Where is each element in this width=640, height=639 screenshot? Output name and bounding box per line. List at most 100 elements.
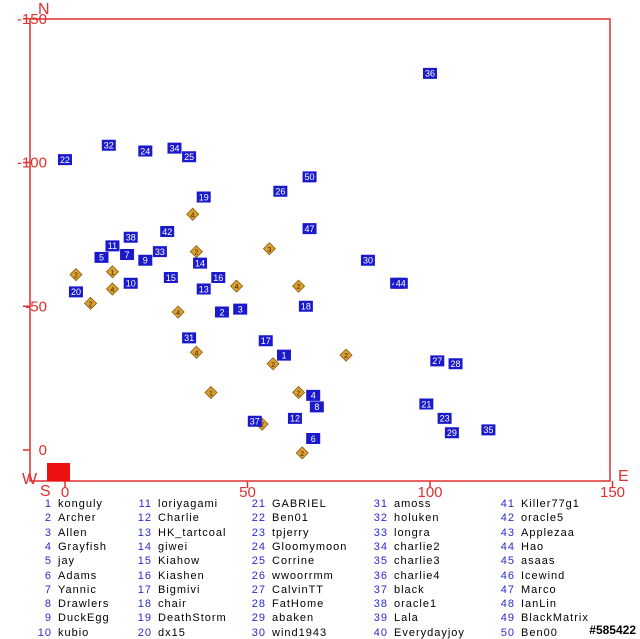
player-marker-label: 27 (432, 356, 442, 366)
legend-name: Killer77g1 (521, 498, 580, 510)
player-marker[interactable]: 47 (302, 223, 317, 235)
player-marker-label: 15 (166, 273, 176, 283)
player-marker-label: 44 (396, 279, 406, 289)
legend-item: 1 konguly (34, 498, 103, 510)
player-marker-label: 4 (311, 391, 316, 401)
player-marker[interactable]: 12 (287, 412, 302, 424)
player-marker[interactable]: 36 (423, 67, 437, 79)
player-marker[interactable]: 7 (120, 249, 135, 260)
player-marker[interactable]: 8 (309, 401, 324, 413)
diamond-marker-label: 4 (176, 310, 180, 317)
player-marker-label: 9 (143, 256, 148, 266)
player-marker[interactable]: 42 (160, 226, 175, 237)
legend-number: 27 (251, 583, 266, 596)
legend-name: asaas (521, 555, 556, 568)
player-marker[interactable]: 25 (182, 151, 197, 163)
y-tick-label: 0 (39, 442, 47, 459)
player-marker-label: 1 (281, 350, 286, 360)
player-marker[interactable]: 16 (211, 272, 226, 283)
player-marker[interactable]: 20 (68, 286, 83, 298)
player-marker[interactable]: 5 (94, 251, 109, 263)
diamond-marker: 4 (189, 345, 203, 359)
legend-item: 23 tpjerry (248, 527, 310, 539)
player-marker[interactable]: 35 (481, 424, 496, 436)
legend-number: 43 (500, 526, 515, 539)
player-marker-label: 19 (199, 192, 209, 202)
player-marker[interactable]: 22 (58, 154, 72, 166)
legend-number: 37 (373, 583, 388, 596)
legend-item: 31 amoss (370, 498, 431, 510)
diamond-marker: 3 (262, 242, 276, 256)
legend-name: Icewind (521, 569, 566, 582)
legend-number: 32 (373, 512, 388, 525)
legend-item: 32 holuken (370, 512, 440, 524)
legend-item: 12 Charlie (134, 512, 200, 524)
player-marker[interactable]: 14 (193, 257, 208, 269)
legend-name: CalvinTT (272, 583, 325, 596)
player-marker[interactable]: 27 (430, 355, 445, 367)
legend-item: 7 Yannic (34, 584, 97, 596)
legend-name: FatHome (272, 598, 325, 611)
player-marker[interactable]: 33 (152, 246, 167, 258)
player-marker[interactable]: 1 (277, 349, 291, 361)
legend-number: 29 (251, 612, 266, 625)
legend-name: abaken (272, 612, 315, 625)
legend-name: giwei (158, 540, 189, 553)
player-marker[interactable]: 18 (298, 300, 313, 312)
player-marker[interactable]: 11 (105, 240, 120, 252)
player-marker[interactable]: 50 (302, 171, 317, 183)
diamond-marker: 2 (266, 357, 280, 371)
legend-number: 6 (44, 569, 52, 582)
player-marker[interactable]: 2 (214, 306, 229, 318)
legend-item: 48 IanLin (497, 598, 557, 610)
y-tick-label: -100 (17, 155, 47, 172)
diamond-marker-label: 2 (297, 391, 301, 398)
player-marker[interactable]: 28 (448, 358, 463, 370)
player-marker[interactable]: 6 (306, 433, 321, 444)
legend-item: 6 Adams (34, 570, 97, 582)
legend-name: wind1943 (272, 626, 328, 639)
legend-number: 47 (500, 583, 515, 596)
legend-name: Ben00 (521, 626, 558, 639)
player-marker[interactable]: 3 (233, 303, 248, 315)
player-marker[interactable]: 38 (123, 231, 138, 243)
legend-item: 46 Icewind (497, 570, 565, 582)
player-marker[interactable]: 29 (444, 427, 459, 439)
player-marker-label: 12 (290, 414, 300, 424)
legend-name: Everydayjoy (394, 626, 465, 639)
legend-name: Drawlers (58, 598, 110, 611)
player-marker[interactable]: 31 (182, 332, 197, 344)
player-marker[interactable]: 15 (163, 272, 178, 283)
player-marker[interactable]: 9 (138, 254, 153, 266)
legend-item: 38 oracle1 (370, 598, 437, 610)
legend-number: 1 (44, 498, 52, 510)
diamond-marker: 2 (189, 245, 203, 259)
player-marker-label: 35 (483, 425, 493, 435)
player-marker[interactable]: 32 (101, 139, 116, 151)
player-marker[interactable]: 21 (419, 398, 434, 410)
legend-number: 2 (44, 512, 52, 525)
legend-name: DeathStorm (158, 612, 227, 625)
player-marker[interactable]: 19 (196, 191, 211, 203)
legend-item: 37 black (370, 584, 425, 596)
player-marker[interactable]: 17 (258, 335, 273, 347)
player-marker[interactable]: 24 (138, 145, 153, 157)
legend-number: 49 (500, 612, 515, 625)
legend-name: IanLin (521, 598, 557, 611)
player-marker[interactable]: 44 (393, 277, 408, 289)
player-marker[interactable]: 10 (123, 277, 138, 289)
legend-name: Archer (58, 512, 97, 525)
legend-name: Yannic (58, 583, 97, 596)
legend-name: Kiahow (158, 555, 201, 568)
legend-number: 17 (137, 583, 152, 596)
player-marker[interactable]: 23 (437, 412, 452, 424)
player-marker[interactable]: 26 (273, 185, 288, 197)
player-marker[interactable]: 4 (306, 389, 321, 401)
player-marker[interactable]: 34 (167, 142, 182, 154)
player-marker-label: 29 (447, 428, 457, 438)
player-marker[interactable]: 30 (360, 254, 375, 266)
player-marker[interactable]: 37 (247, 415, 262, 427)
legend-name: Hao (521, 540, 545, 553)
legend-number: 48 (500, 598, 515, 611)
player-marker[interactable]: 13 (196, 283, 211, 295)
